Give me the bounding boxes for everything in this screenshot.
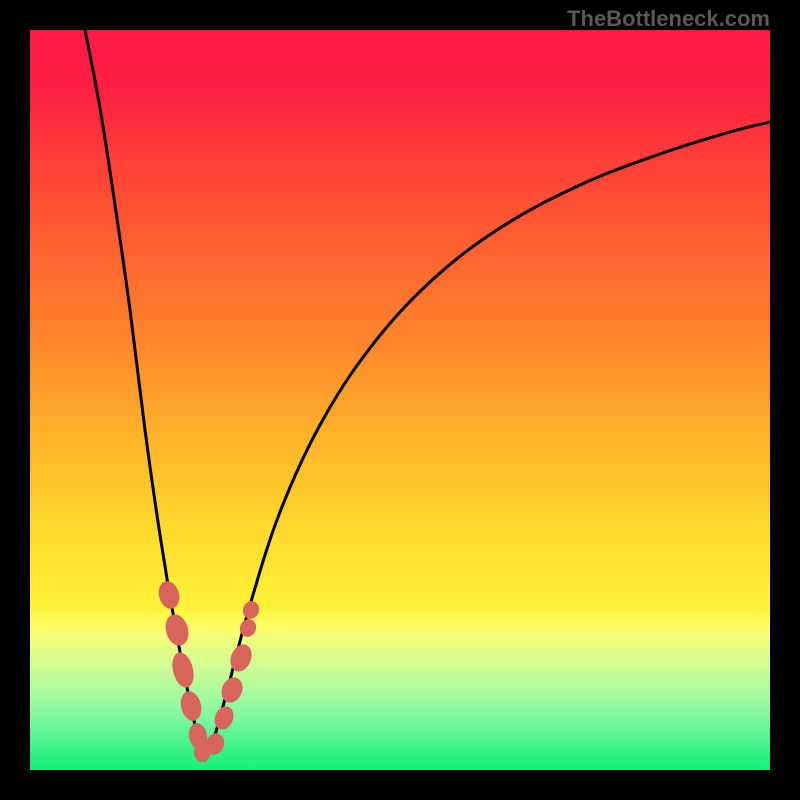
plot-area: [30, 30, 770, 770]
curve-right-branch: [205, 122, 770, 760]
marker-left-2: [169, 650, 197, 690]
marker-left-1: [162, 612, 192, 649]
marker-left-0: [156, 579, 183, 611]
marker-right-3: [226, 641, 255, 674]
curve-left-branch: [85, 30, 205, 760]
marker-right-1: [211, 704, 237, 733]
chart-svg: [30, 30, 770, 770]
chart-root: TheBottleneck.com: [0, 0, 800, 800]
marker-right-2: [218, 674, 246, 706]
marker-right-5: [240, 599, 262, 622]
watermark-text: TheBottleneck.com: [567, 6, 770, 32]
marker-left-3: [178, 689, 204, 723]
